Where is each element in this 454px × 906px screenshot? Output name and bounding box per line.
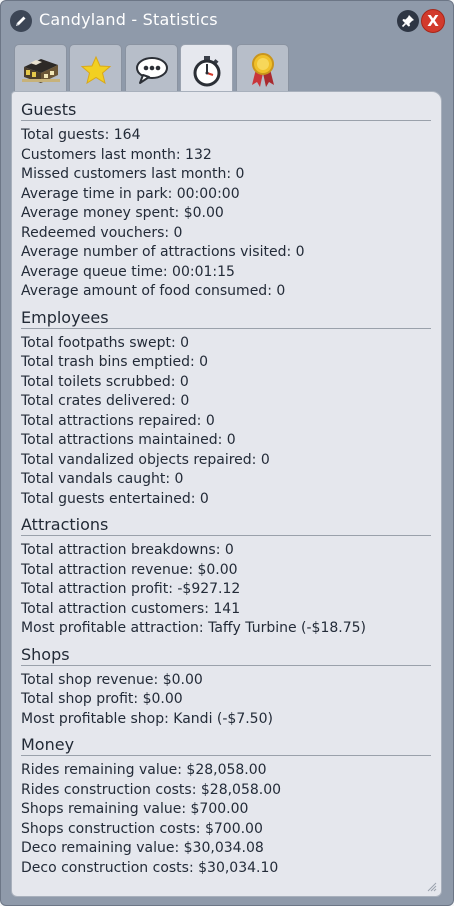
- window-title: Candyland - Statistics: [39, 10, 218, 29]
- stat-line: Missed customers last month: 0: [21, 166, 245, 182]
- stat-line: Average number of attractions visited: 0: [21, 244, 305, 260]
- attractions-section: Attractions Total attraction breakdowns:…: [21, 513, 431, 639]
- stat-line: Shops construction costs: $700.00: [21, 820, 263, 837]
- park-entrance-icon: [21, 58, 60, 83]
- awards-tab[interactable]: [236, 44, 289, 94]
- speech-bubble-icon: [135, 56, 168, 84]
- section-title: Money: [21, 733, 431, 756]
- stopwatch-icon: [193, 55, 220, 86]
- stat-line: Average time in park: 00:00:00: [21, 185, 240, 202]
- stat-line: Rides remaining value: $28,058.00: [21, 762, 267, 778]
- section-title: Shops: [21, 643, 431, 666]
- statistics-tab[interactable]: [180, 44, 233, 96]
- stat-line: Total attractions maintained: 0: [21, 432, 236, 448]
- pin-icon[interactable]: [397, 10, 419, 32]
- stat-line: Total footpaths swept: 0: [21, 334, 190, 351]
- section-title: Attractions: [21, 513, 431, 536]
- stat-line: Total crates delivered: 0: [21, 393, 190, 409]
- park-tab[interactable]: [14, 44, 67, 94]
- stat-line: Total shop profit: $0.00: [21, 691, 183, 707]
- guests-section: Guests Total guests: 164 Customers last …: [21, 98, 431, 302]
- rating-tab[interactable]: [69, 44, 122, 94]
- stat-line: Total attraction revenue: $0.00: [21, 561, 238, 578]
- stat-line: Total vandalized objects repaired: 0: [21, 451, 270, 468]
- employees-section: Employees Total footpaths swept: 0 Total…: [21, 306, 431, 510]
- statistics-content: Guests Total guests: 164 Customers last …: [21, 98, 431, 882]
- close-button[interactable]: X: [421, 9, 445, 33]
- section-title: Guests: [21, 98, 431, 121]
- stat-line: Redeemed vouchers: 0: [21, 224, 183, 241]
- stat-line: Total attraction customers: 141: [21, 600, 241, 617]
- rename-pencil-icon[interactable]: [10, 10, 32, 32]
- stat-line: Most profitable shop: Kandi (-$7.50): [21, 710, 273, 727]
- stat-line: Most profitable attraction: Taffy Turbin…: [21, 620, 367, 636]
- title-bar[interactable]: Candyland - Statistics X: [1, 1, 453, 39]
- stat-line: Deco construction costs: $30,034.10: [21, 859, 279, 876]
- money-section: Money Rides remaining value: $28,058.00 …: [21, 733, 431, 878]
- stat-line: Shops remaining value: $700.00: [21, 801, 249, 817]
- stat-line: Average queue time: 00:01:15: [21, 263, 235, 280]
- stat-line: Total toilets scrubbed: 0: [21, 373, 189, 390]
- section-title: Employees: [21, 306, 431, 329]
- shops-section: Shops Total shop revenue: $0.00 Total sh…: [21, 643, 431, 730]
- stat-line: Total guests: 164: [21, 127, 141, 143]
- resize-grip-icon[interactable]: [427, 882, 437, 892]
- stat-line: Average amount of food consumed: 0: [21, 283, 286, 299]
- stat-line: Total guests entertained: 0: [21, 490, 209, 507]
- stat-line: Total attraction breakdowns: 0: [21, 542, 234, 558]
- stat-line: Deco remaining value: $30,034.08: [21, 840, 264, 856]
- stat-line: Total shop revenue: $0.00: [21, 671, 203, 688]
- medal-icon: [251, 52, 274, 87]
- statistics-panel: Guests Total guests: 164 Customers last …: [11, 91, 442, 897]
- stat-line: Total attractions repaired: 0: [21, 412, 215, 429]
- star-icon: [80, 55, 111, 84]
- stat-line: Total vandals caught: 0: [21, 471, 184, 487]
- stat-line: Average money spent: $0.00: [21, 205, 224, 221]
- stat-line: Total trash bins emptied: 0: [21, 354, 209, 370]
- stat-line: Customers last month: 132: [21, 146, 212, 163]
- thoughts-tab[interactable]: [125, 44, 178, 94]
- stat-line: Total attraction profit: -$927.12: [21, 581, 241, 597]
- stat-line: Rides construction costs: $28,058.00: [21, 781, 282, 798]
